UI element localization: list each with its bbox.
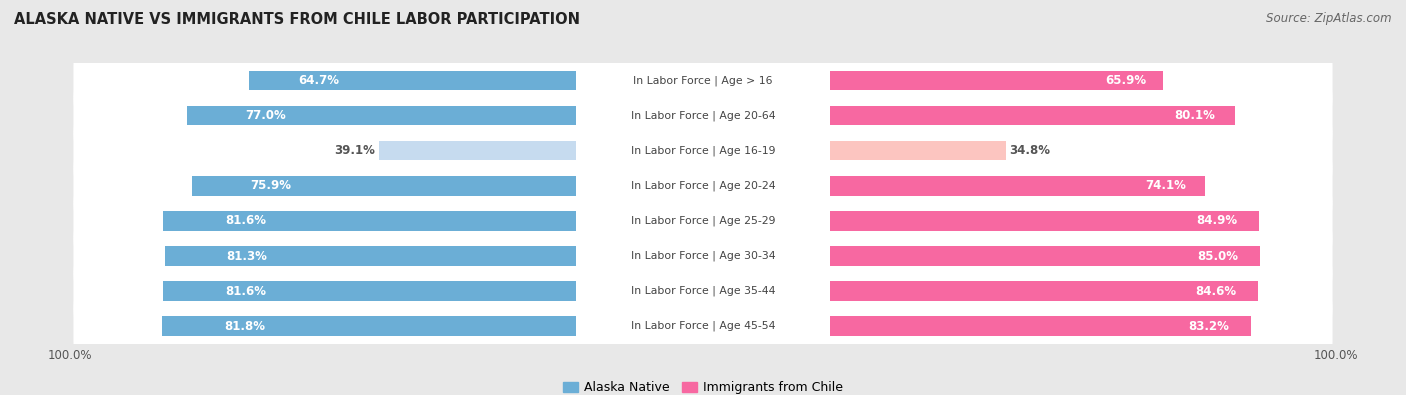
Text: Source: ZipAtlas.com: Source: ZipAtlas.com bbox=[1267, 12, 1392, 25]
Bar bbox=[249, 71, 576, 90]
FancyBboxPatch shape bbox=[73, 48, 1333, 113]
Text: 83.2%: 83.2% bbox=[1188, 320, 1230, 333]
Text: 39.1%: 39.1% bbox=[335, 144, 375, 157]
Text: 81.6%: 81.6% bbox=[225, 284, 266, 297]
Text: In Labor Force | Age 20-24: In Labor Force | Age 20-24 bbox=[631, 181, 775, 191]
FancyBboxPatch shape bbox=[73, 83, 1333, 148]
FancyBboxPatch shape bbox=[73, 259, 1333, 324]
Text: In Labor Force | Age 35-44: In Labor Force | Age 35-44 bbox=[631, 286, 775, 296]
Bar bbox=[163, 211, 576, 231]
Text: 84.6%: 84.6% bbox=[1195, 284, 1236, 297]
Text: 81.6%: 81.6% bbox=[225, 214, 266, 228]
Bar bbox=[830, 246, 1260, 266]
Text: 77.0%: 77.0% bbox=[245, 109, 285, 122]
Text: ALASKA NATIVE VS IMMIGRANTS FROM CHILE LABOR PARTICIPATION: ALASKA NATIVE VS IMMIGRANTS FROM CHILE L… bbox=[14, 12, 581, 27]
Bar bbox=[830, 176, 1205, 196]
Bar bbox=[830, 71, 1163, 90]
Text: 85.0%: 85.0% bbox=[1198, 250, 1239, 263]
Text: In Labor Force | Age 45-54: In Labor Force | Age 45-54 bbox=[631, 321, 775, 331]
Bar bbox=[830, 316, 1251, 336]
Text: 75.9%: 75.9% bbox=[250, 179, 291, 192]
Bar bbox=[163, 281, 576, 301]
Text: In Labor Force | Age 30-34: In Labor Force | Age 30-34 bbox=[631, 251, 775, 261]
Bar bbox=[830, 141, 1005, 160]
Bar bbox=[165, 246, 576, 266]
FancyBboxPatch shape bbox=[73, 294, 1333, 359]
Text: In Labor Force | Age > 16: In Labor Force | Age > 16 bbox=[633, 75, 773, 86]
Bar bbox=[187, 106, 576, 126]
Legend: Alaska Native, Immigrants from Chile: Alaska Native, Immigrants from Chile bbox=[558, 376, 848, 395]
Text: In Labor Force | Age 25-29: In Labor Force | Age 25-29 bbox=[631, 216, 775, 226]
Text: 34.8%: 34.8% bbox=[1010, 144, 1050, 157]
FancyBboxPatch shape bbox=[73, 118, 1333, 183]
Text: 81.8%: 81.8% bbox=[225, 320, 266, 333]
Text: 81.3%: 81.3% bbox=[226, 250, 267, 263]
FancyBboxPatch shape bbox=[73, 188, 1333, 253]
Text: 84.9%: 84.9% bbox=[1197, 214, 1237, 228]
Text: In Labor Force | Age 20-64: In Labor Force | Age 20-64 bbox=[631, 111, 775, 121]
Text: 74.1%: 74.1% bbox=[1144, 179, 1185, 192]
FancyBboxPatch shape bbox=[73, 224, 1333, 288]
Bar bbox=[830, 106, 1234, 126]
Text: 80.1%: 80.1% bbox=[1174, 109, 1215, 122]
FancyBboxPatch shape bbox=[73, 154, 1333, 218]
Bar bbox=[193, 176, 576, 196]
Text: 65.9%: 65.9% bbox=[1105, 74, 1146, 87]
Bar bbox=[830, 211, 1260, 231]
Bar bbox=[163, 316, 576, 336]
Bar bbox=[830, 281, 1258, 301]
Bar bbox=[378, 141, 576, 160]
Text: 64.7%: 64.7% bbox=[298, 74, 339, 87]
Text: In Labor Force | Age 16-19: In Labor Force | Age 16-19 bbox=[631, 146, 775, 156]
